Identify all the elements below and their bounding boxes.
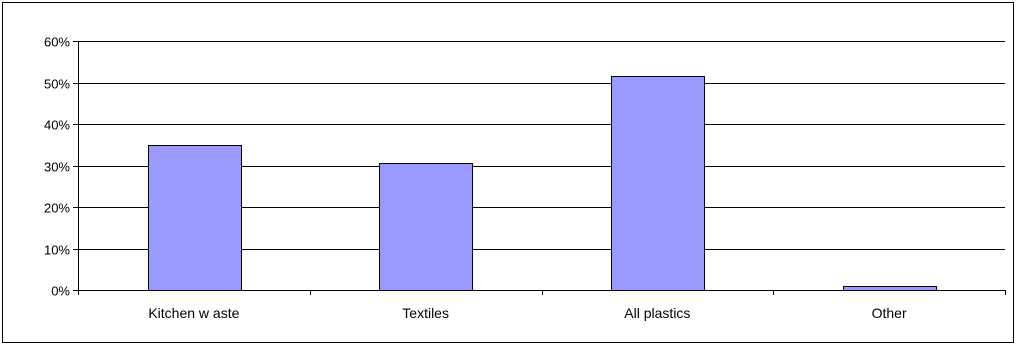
y-tick-label: 50% [44, 77, 70, 92]
bar [843, 286, 937, 291]
y-tick-label: 60% [44, 35, 70, 50]
y-axis-ticks: 0% 10% 20% 30% 40% 50% 60% [44, 35, 78, 299]
x-axis-labels: Kitchen w aste Textiles All plastics Other [148, 305, 907, 321]
x-axis-ticks [78, 290, 1006, 295]
bar [379, 163, 473, 291]
y-tick-label: 30% [44, 160, 70, 175]
bar [611, 76, 705, 291]
x-tick-label: Other [872, 305, 907, 321]
x-tick-label: Kitchen w aste [148, 305, 239, 321]
y-tick-label: 10% [44, 243, 70, 258]
x-tick-label: Textiles [402, 305, 449, 321]
x-tick-label: All plastics [624, 305, 690, 321]
y-tick-label: 0% [51, 284, 70, 299]
chart-frame: 0% 10% 20% 30% 40% 50% 60% Kitchen w aste Texti… [2, 2, 1014, 343]
bar-chart: 0% 10% 20% 30% 40% 50% 60% Kitchen w aste Texti… [44, 35, 1006, 321]
axes [78, 41, 1005, 291]
y-tick-label: 40% [44, 118, 70, 133]
bars [148, 76, 937, 291]
bar [148, 145, 242, 291]
y-tick-label: 20% [44, 201, 70, 216]
